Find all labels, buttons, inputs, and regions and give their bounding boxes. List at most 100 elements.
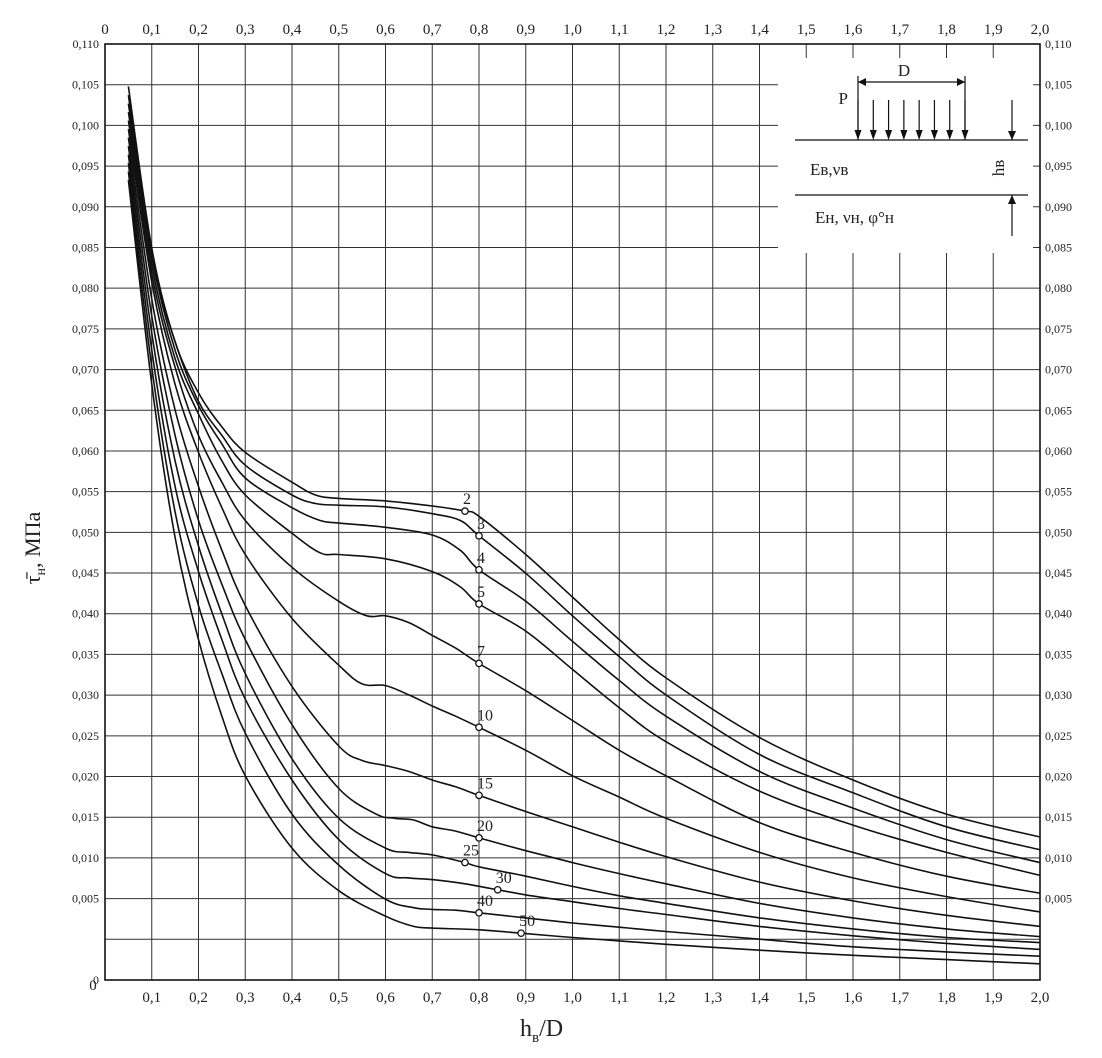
- series-line-4: [127, 103, 1041, 864]
- y-tick-label-right: 0,100: [1045, 118, 1072, 132]
- y-tick-label-left: 0,070: [72, 363, 99, 377]
- inset-upper-layer-label: Eв,νв: [810, 160, 848, 179]
- series-marker-30: [493, 885, 502, 894]
- x-top-tick-label: 0,1: [142, 22, 161, 38]
- series-line-3: [127, 94, 1041, 851]
- inset-lower-layer-label: Eн, νн, φ°н: [815, 208, 894, 227]
- y-axis-title: τ̄н, МПа: [20, 511, 49, 584]
- x-tick-label: 1,4: [750, 990, 769, 1006]
- y-tick-label-left: 0,080: [72, 281, 99, 295]
- y-tick-label-left: 0,100: [72, 118, 99, 132]
- x-tick-label: 1,3: [703, 990, 722, 1006]
- x-tick-label: 0,8: [470, 990, 489, 1006]
- x-top-tick-label: 0,8: [470, 22, 489, 38]
- series-marker-7: [475, 659, 483, 668]
- x-top-tick-label: 0,9: [516, 22, 535, 38]
- x-tick-label: 0,6: [376, 990, 395, 1006]
- y-tick-label-left: 0,095: [72, 159, 99, 173]
- x-top-tick-label: 0,2: [189, 22, 208, 38]
- y-tick-label-right: 0,110: [1045, 37, 1072, 51]
- x-top-tick-label: 1,1: [610, 22, 629, 38]
- series-line-25: [127, 154, 1041, 944]
- series-marker-2: [461, 507, 469, 515]
- y-tick-label-left: 0,075: [72, 322, 99, 336]
- inset-d-label: D: [898, 61, 910, 80]
- y-tick-label-right: 0,020: [1045, 770, 1072, 784]
- x-tick-label: 1,5: [797, 990, 816, 1006]
- y-tick-label-right: 0,010: [1045, 851, 1072, 865]
- plot-border: [104, 43, 1041, 981]
- x-top-tick-label: 1,5: [797, 22, 816, 38]
- series-marker-5: [475, 600, 483, 608]
- inset-p-label: P: [839, 89, 848, 108]
- y-tick-label-right: 0,005: [1045, 892, 1072, 906]
- x-tick-label: 0,4: [283, 990, 302, 1006]
- y-tick-label-right: 0,085: [1045, 240, 1072, 254]
- y-tick-label-left: 0,015: [72, 810, 99, 824]
- y-tick-label-right: 0,030: [1045, 688, 1072, 702]
- y-tick-label-left: 0,035: [72, 647, 99, 661]
- series-line-10: [127, 128, 1041, 913]
- series-line-40: [127, 171, 1041, 957]
- x-top-tick-label: 0,4: [283, 22, 302, 38]
- x-tick-label: 1,2: [657, 990, 676, 1006]
- tick-labels: 0 0,1 0,2 0,3 0,4 0,5 0,6 0,7 0,8 0,9 1,0 1,1 1,2 1,3…: [72, 22, 1072, 1006]
- y-tick-label-right: 0,080: [1045, 281, 1072, 295]
- y-tick-label-left: 0,025: [72, 729, 99, 743]
- y-tick-label-right: 0,065: [1045, 403, 1072, 417]
- series-marker-40: [475, 908, 483, 917]
- x-top-tick-label: 1,6: [844, 22, 863, 38]
- x-tick-label: 1,9: [984, 990, 1003, 1006]
- x-tick-label: 1,7: [890, 990, 909, 1006]
- load-arrow-head: [900, 130, 908, 140]
- series-label-7: 7: [477, 643, 485, 660]
- y-tick-label-right: 0,075: [1045, 322, 1072, 336]
- series-label-15: 15: [477, 775, 493, 792]
- y-tick-label-left: 0,060: [72, 444, 99, 458]
- x-top-tick-label: 1,7: [890, 22, 909, 38]
- y-tick-label-left: 0,005: [72, 892, 99, 906]
- x-top-tick-label: 0,7: [423, 22, 442, 38]
- load-arrow-head: [885, 130, 893, 140]
- y-tick-label-left: 0,020: [72, 770, 99, 784]
- x-tick-label: 0,5: [329, 990, 348, 1006]
- series-label-3: 3: [477, 516, 485, 533]
- y-tick-label-left: 0,090: [72, 200, 99, 214]
- y-tick-label-left: 0,040: [72, 607, 99, 621]
- load-arrow-head: [930, 130, 938, 140]
- x-tick-label: 0: [89, 978, 97, 994]
- y-tick-label-left: 0,010: [72, 851, 99, 865]
- series-marker-4: [475, 566, 483, 574]
- series-marker-3: [475, 531, 483, 540]
- series-label-2: 2: [463, 491, 471, 508]
- x-top-tick-label: 2,0: [1031, 22, 1050, 38]
- inset-diagram: D P Eв,νв Eн, νн, φ°н hв: [778, 58, 1033, 253]
- y-tick-label-left: 0,030: [72, 688, 99, 702]
- y-tick-label-right: 0,060: [1045, 444, 1072, 458]
- load-arrows: [854, 100, 969, 140]
- series-line-7: [127, 120, 1041, 894]
- series-label-20: 20: [477, 818, 493, 835]
- y-tick-label-right: 0,055: [1045, 485, 1072, 499]
- x-top-tick-label: 0,3: [236, 22, 255, 38]
- x-top-tick-label: 1,3: [703, 22, 722, 38]
- y-tick-label-right: 0,015: [1045, 810, 1072, 824]
- load-arrow-head: [961, 130, 969, 140]
- x-tick-label: 2,0: [1031, 990, 1050, 1006]
- x-tick-label: 0,1: [142, 990, 161, 1006]
- series-line-20: [127, 145, 1041, 938]
- x-tick-label: 1,6: [844, 990, 863, 1006]
- y-tick-label-left: 0: [93, 973, 99, 987]
- x-tick-label: 1,8: [937, 990, 956, 1006]
- x-tick-label: 0,2: [189, 990, 208, 1006]
- series-line-15: [127, 137, 1041, 928]
- x-top-tick-label: 1,4: [750, 22, 769, 38]
- y-tick-label-right: 0,050: [1045, 525, 1072, 539]
- x-top-tick-label: 0,5: [329, 22, 348, 38]
- y-tick-label-left: 0,110: [72, 37, 99, 51]
- x-tick-label: 0,7: [423, 990, 442, 1006]
- x-tick-label: 1,1: [610, 990, 629, 1006]
- y-tick-label-right: 0,045: [1045, 566, 1072, 580]
- series-label-10: 10: [477, 707, 493, 724]
